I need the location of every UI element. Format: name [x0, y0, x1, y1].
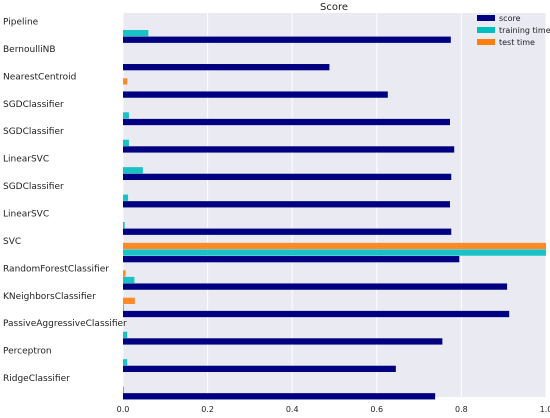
bar-score: [123, 310, 510, 318]
legend-swatch: [477, 15, 495, 21]
bar-training-time: [123, 359, 128, 366]
bar-score: [123, 393, 436, 400]
bar-training-time: [123, 331, 128, 338]
x-tick-label: 0.8: [455, 405, 468, 414]
bar-test-time: [123, 297, 135, 304]
bar-training-time: [123, 386, 124, 393]
bar-score: [123, 201, 450, 208]
x-tick-label: 0.4: [286, 405, 299, 414]
x-tick-label: 0.2: [201, 405, 214, 414]
bar-score: [123, 256, 460, 263]
chart-title: Score: [320, 2, 348, 13]
x-tick-label: 0.0: [117, 405, 130, 414]
y-tick-label: SVC: [3, 237, 21, 247]
y-tick-label: RandomForestClassifier: [3, 264, 109, 274]
bar-training-time: [123, 167, 143, 174]
bar-training-time: [123, 304, 124, 311]
y-tick-label: Pipeline: [3, 18, 39, 28]
bar-score: [123, 64, 330, 71]
bar-score: [123, 91, 388, 98]
y-tick-label: BernoulliNB: [3, 45, 56, 55]
x-tick-label: 0.6: [370, 405, 383, 414]
legend-swatch: [477, 27, 495, 33]
legend-label: training time: [499, 26, 550, 35]
bar-score: [123, 146, 455, 153]
bar-score: [123, 36, 451, 43]
y-tick-labels: Pipeline BernoulliNB NearestCentroid SGDCla…: [3, 18, 127, 385]
y-tick-label: LinearSVC: [3, 155, 49, 165]
bars-group: [123, 30, 546, 400]
bar-score: [123, 283, 508, 290]
bar-training-time: [123, 139, 129, 146]
y-tick-label: PassiveAggressiveClassifier: [3, 319, 127, 329]
bar-test-time: [123, 242, 546, 250]
y-tick-label: KNeighborsClassifier: [3, 292, 96, 302]
bar-score: [123, 365, 396, 373]
y-tick-label: SGDClassifier: [3, 100, 64, 110]
bar-score: [123, 228, 452, 235]
x-tick-label: 1.0: [540, 405, 550, 414]
bar-training-time: [123, 249, 546, 256]
legend-label: score: [499, 14, 521, 23]
bar-training-time: [123, 112, 129, 119]
bar-score: [123, 338, 443, 345]
bar-training-time: [123, 222, 125, 229]
bar-score: [123, 173, 452, 181]
bar-training-time: [123, 194, 129, 201]
bar-training-time: [123, 30, 149, 37]
y-tick-label: LinearSVC: [3, 210, 49, 220]
legend-swatch: [477, 39, 495, 45]
x-tick-labels: 0.0 0.2 0.4 0.6 0.8 1.0: [117, 405, 550, 414]
y-tick-label: NearestCentroid: [3, 72, 76, 82]
y-tick-label: Perceptron: [3, 347, 52, 357]
y-tick-label: SGDClassifier: [3, 182, 64, 192]
legend: score training time test time: [477, 14, 550, 47]
y-tick-label: SGDClassifier: [3, 127, 64, 137]
bar-test-time: [123, 78, 128, 85]
bar-test-time: [123, 270, 126, 277]
bar-score: [123, 118, 450, 126]
y-tick-label: RidgeClassifier: [3, 374, 70, 384]
bar-training-time: [123, 276, 135, 284]
legend-label: test time: [499, 38, 535, 47]
